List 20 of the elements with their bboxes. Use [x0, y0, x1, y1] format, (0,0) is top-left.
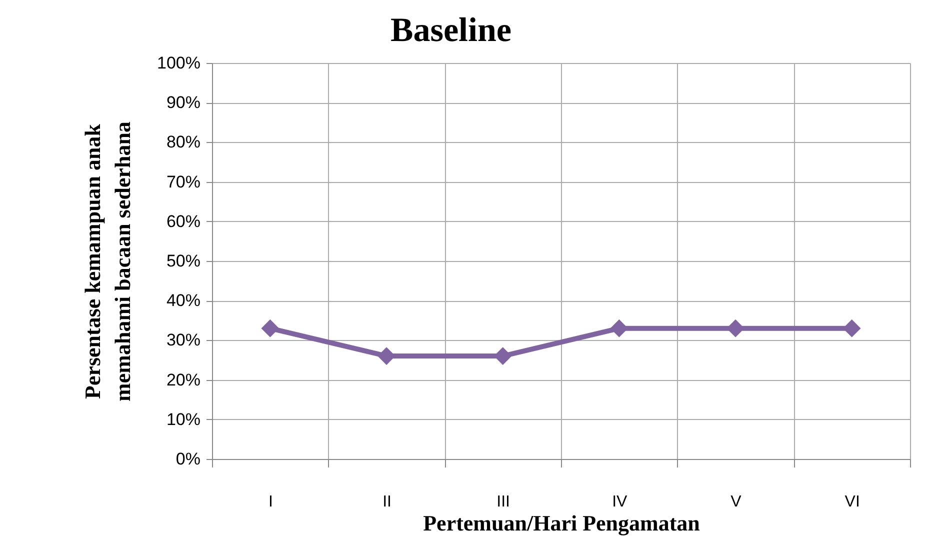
y-tick-label: 30% — [166, 330, 200, 350]
y-tick-label: 70% — [166, 172, 200, 192]
y-tick-label: 100% — [157, 54, 200, 72]
y-tick-label: 90% — [166, 93, 200, 112]
y-tick-label: 50% — [166, 252, 200, 270]
y-tick-label: 40% — [166, 291, 200, 310]
x-tick-label: VI — [844, 494, 860, 510]
x-tick-label: V — [730, 494, 742, 510]
x-tick-label: IV — [612, 494, 628, 510]
x-tick-label: I — [268, 494, 273, 510]
y-tick-label: 80% — [166, 132, 200, 152]
x-tick-label: III — [496, 494, 510, 510]
chart-title: Baseline — [390, 12, 512, 49]
y-tick-label: 60% — [166, 212, 200, 231]
y-tick-label: 0% — [176, 450, 200, 468]
y-tick-label: 20% — [166, 370, 200, 390]
x-axis-title: Pertemuan/Hari Pengamatan — [423, 510, 700, 536]
y-axis-title: Persentase kemampuan anak memahami bacaan sederhana — [80, 122, 136, 402]
y-tick-label: 10% — [166, 410, 200, 429]
x-tick-label: II — [382, 494, 392, 510]
